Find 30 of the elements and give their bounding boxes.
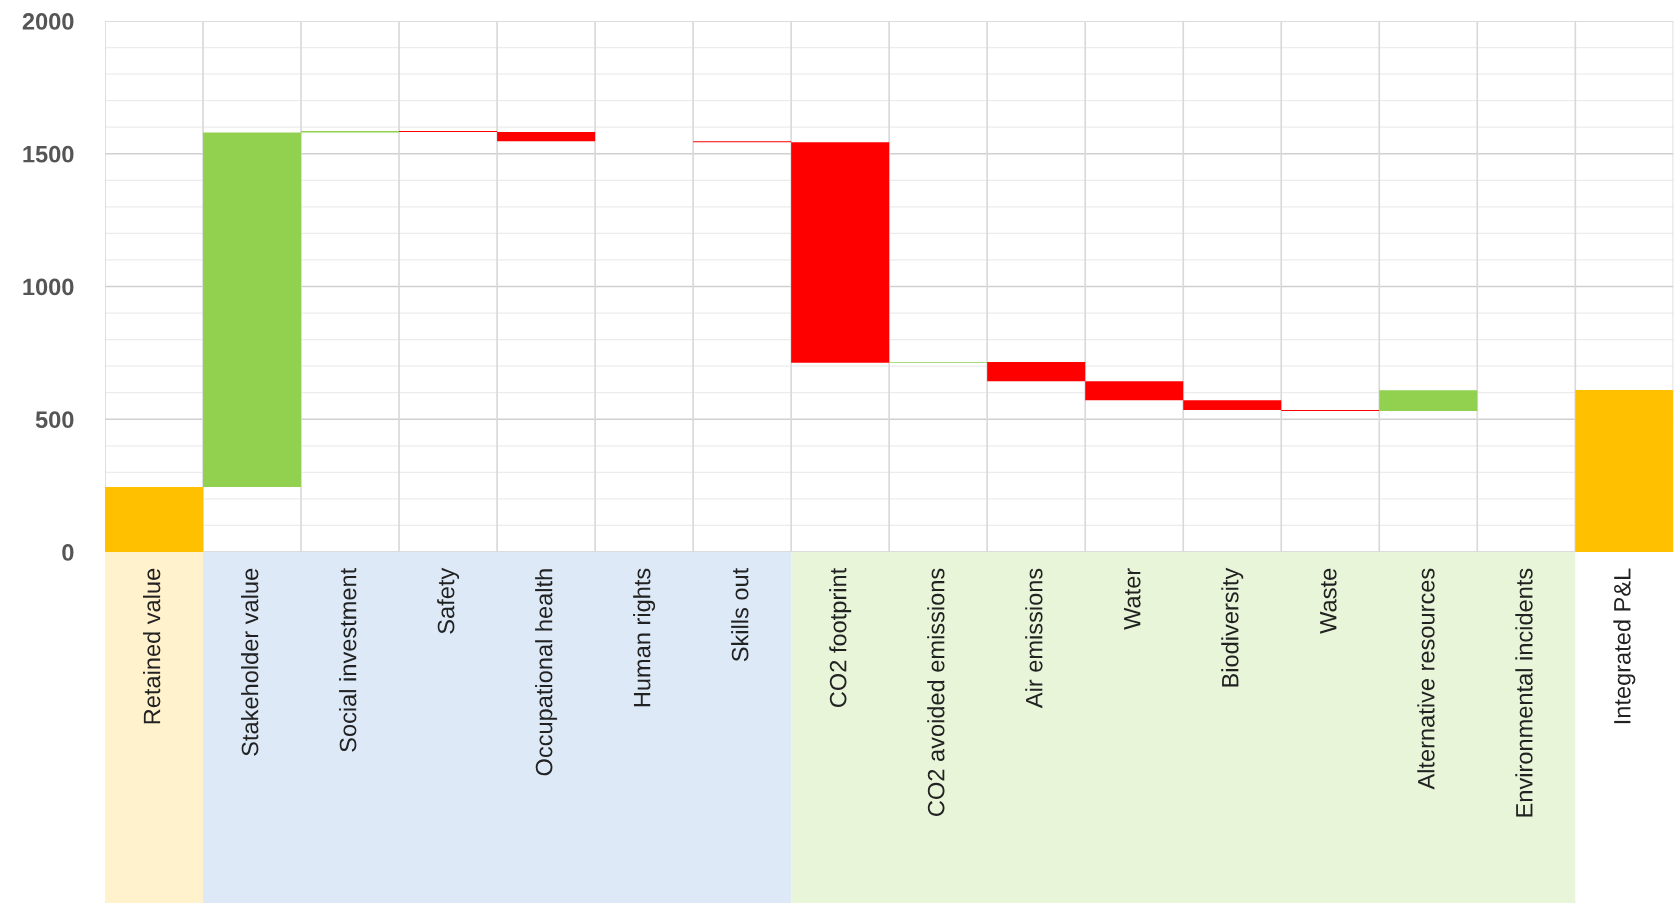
bar [1183,400,1282,410]
x-tick-label: Air emissions [1025,568,1043,709]
bar [987,361,1086,382]
y-tick-label: 1000 [23,278,74,296]
bar [1575,390,1674,552]
x-tick-label: CO2 footprint [829,567,852,708]
y-tick-label: 2000 [22,13,74,30]
x-tick-label: Integrated P&L [1613,568,1636,724]
x-tick-label: Biodiversity [1221,567,1244,687]
bar [203,132,302,487]
bar [1085,381,1184,401]
bar [791,142,890,363]
x-tick-label: Safety [437,567,460,634]
bar [105,486,204,552]
x-tick-label: Human rights [633,568,656,707]
x-tick-label: Alternative resources [1417,568,1435,790]
y-tick-label: 0 [62,544,74,561]
x-tick-label: Skills out [731,567,749,662]
x-tick-label: Water [1124,568,1141,630]
bar [1379,390,1478,412]
bar [497,131,596,142]
x-tick-label: Waste [1320,568,1337,634]
x-tick-label: Stakeholder value [241,568,259,756]
x-tick-label: Environmental incidents [1515,568,1533,817]
x-tick-label: Occupational health [535,569,558,776]
x-tick-label: CO2 avoided emissions [927,568,945,816]
x-tick-label: Social investment [339,567,357,752]
x-tick-label: Retained value [143,568,161,724]
y-tick-label: 500 [35,411,74,429]
y-tick-label: 1500 [23,145,74,163]
